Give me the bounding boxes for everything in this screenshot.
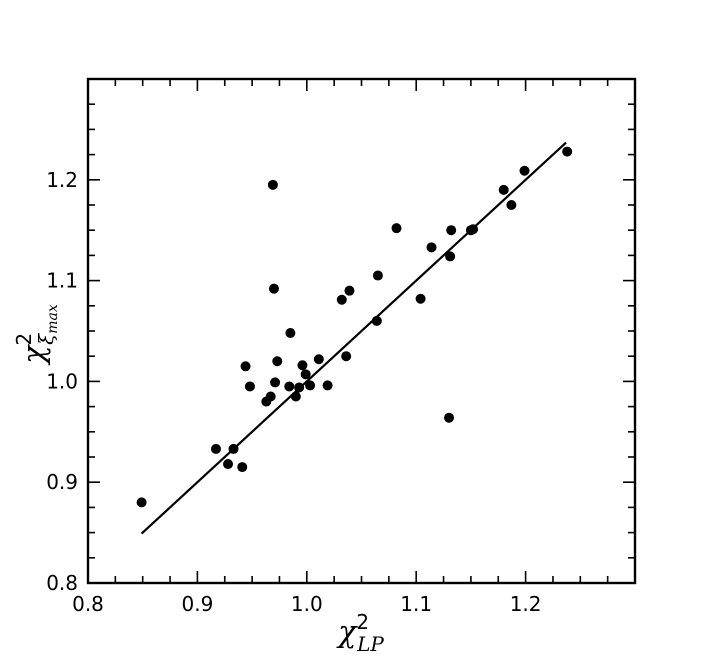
y-tick-label: 0.8 (46, 571, 78, 595)
x-axis-label-sup: 2 (356, 610, 369, 634)
data-point (344, 285, 355, 296)
y-axis-label-sub: ξ (34, 333, 58, 345)
data-point (268, 283, 279, 294)
data-point (506, 200, 517, 210)
data-point (136, 497, 147, 508)
data-point (244, 381, 255, 392)
data-points (136, 146, 573, 508)
data-point (313, 354, 324, 365)
data-point (415, 293, 426, 304)
data-point (240, 361, 251, 372)
data-point (228, 443, 239, 454)
data-point (562, 146, 573, 157)
y-axis-label-subsub: max (45, 304, 61, 334)
data-point (223, 459, 234, 470)
data-point (371, 315, 382, 326)
data-point (237, 462, 248, 473)
data-point (210, 443, 221, 454)
axis-tick-labels: 0.8 0.9 1.0 1.1 1.2 0.8 0.9 1.0 1.1 1.2 (46, 168, 541, 616)
y-axis-label: χ2ξmax (12, 304, 61, 366)
y-axis-label-base: χ (17, 344, 52, 366)
data-point (444, 412, 455, 423)
data-point (305, 380, 316, 391)
data-point (285, 328, 296, 339)
x-tick-label: 0.8 (72, 592, 104, 616)
data-point (265, 391, 276, 402)
x-axis-label: χ2 LP (336, 610, 384, 656)
y-tick-label: 0.9 (46, 470, 78, 494)
data-point (391, 223, 402, 234)
plot-frame (86, 77, 637, 585)
data-point (468, 224, 479, 235)
data-point (498, 184, 509, 195)
data-point (300, 369, 311, 380)
x-tick-label: 1.0 (291, 592, 323, 616)
data-point (290, 391, 301, 402)
data-point (270, 377, 281, 388)
data-point (445, 251, 456, 262)
y-tick-label: 1.0 (46, 369, 78, 393)
data-point (297, 360, 308, 371)
data-point (519, 165, 530, 176)
x-tick-label: 1.2 (510, 592, 542, 616)
data-point (272, 356, 283, 367)
data-point (322, 380, 333, 391)
x-axis-label-base: χ (336, 615, 358, 650)
data-point (284, 381, 295, 392)
data-point (341, 351, 352, 362)
data-point (426, 242, 437, 253)
data-point (372, 270, 383, 281)
data-point (294, 382, 305, 393)
fit-line (140, 141, 567, 535)
x-tick-label: 0.9 (181, 592, 213, 616)
data-point (267, 179, 278, 190)
data-point (446, 225, 457, 236)
y-axis-label-sup: 2 (12, 333, 36, 346)
y-tick-label: 1.1 (46, 269, 78, 293)
data-point (336, 294, 347, 305)
x-axis-label-sub: LP (356, 632, 384, 656)
y-tick-label: 1.2 (46, 168, 78, 192)
x-tick-label: 1.1 (400, 592, 432, 616)
